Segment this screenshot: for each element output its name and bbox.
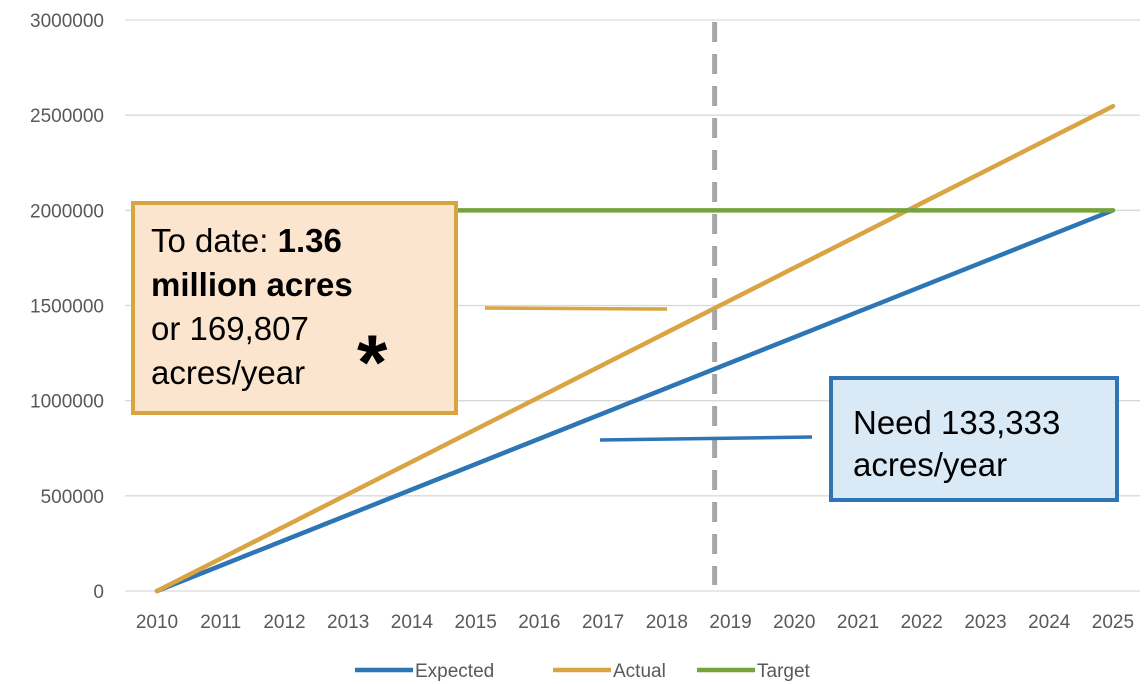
- y-tick-label: 1000000: [30, 392, 104, 413]
- need-callout: Need 133,333 acres/year: [829, 376, 1119, 502]
- x-tick-label: 2024: [1028, 612, 1071, 633]
- y-axis-tick-labels: 0 500000 1000000 1500000 2000000 2500000 30000…: [30, 11, 104, 603]
- x-tick-label: 2010: [136, 612, 178, 633]
- x-tick-label: 2023: [964, 612, 1006, 633]
- x-tick-label: 2018: [646, 612, 688, 633]
- series-line-actual: [154, 103, 1116, 594]
- x-axis-tick-labels: 2010 2011 2012 2013 2014 2015 2016 2017 2018 2019…: [136, 612, 1134, 633]
- y-tick-label: 2000000: [30, 201, 104, 222]
- todate-suffix: or 169,807 acres/year: [151, 310, 309, 391]
- y-tick-label: 1500000: [30, 297, 104, 318]
- x-tick-label: 2017: [582, 612, 624, 633]
- x-tick-label: 2020: [773, 612, 815, 633]
- todate-prefix: To date:: [151, 222, 278, 259]
- x-tick-label: 2015: [455, 612, 497, 633]
- y-tick-label: 3000000: [30, 11, 104, 32]
- legend-label-actual: Actual: [613, 661, 666, 682]
- asterisk-mark: *: [357, 318, 388, 406]
- x-tick-label: 2025: [1092, 612, 1134, 633]
- todate-callout: To date: 1.36 million acres or 169,807 a…: [131, 201, 458, 415]
- y-tick-label: 0: [93, 582, 104, 603]
- legend-label-target: Target: [757, 661, 811, 682]
- legend: Expected Actual Target: [355, 661, 811, 682]
- x-tick-label: 2019: [709, 612, 751, 633]
- x-tick-label: 2021: [837, 612, 879, 633]
- x-tick-label: 2011: [200, 612, 241, 633]
- todate-bold: 1.36 million acres: [151, 222, 353, 303]
- legend-label-expected: Expected: [415, 661, 494, 682]
- need-text: Need 133,333 acres/year: [853, 404, 1061, 483]
- todate-text: To date: 1.36 million acres or 169,807 a…: [151, 219, 391, 395]
- annotation-connectors: [484, 306, 813, 442]
- x-tick-label: 2016: [518, 612, 560, 633]
- y-tick-label: 2500000: [30, 106, 104, 127]
- x-tick-label: 2014: [391, 612, 434, 633]
- x-tick-label: 2013: [327, 612, 369, 633]
- x-tick-label: 2012: [263, 612, 305, 633]
- y-tick-label: 500000: [41, 487, 104, 508]
- series-line-expected: [154, 208, 1116, 594]
- todate-connector: [484, 306, 668, 311]
- x-tick-label: 2022: [901, 612, 943, 633]
- need-connector: [599, 435, 813, 442]
